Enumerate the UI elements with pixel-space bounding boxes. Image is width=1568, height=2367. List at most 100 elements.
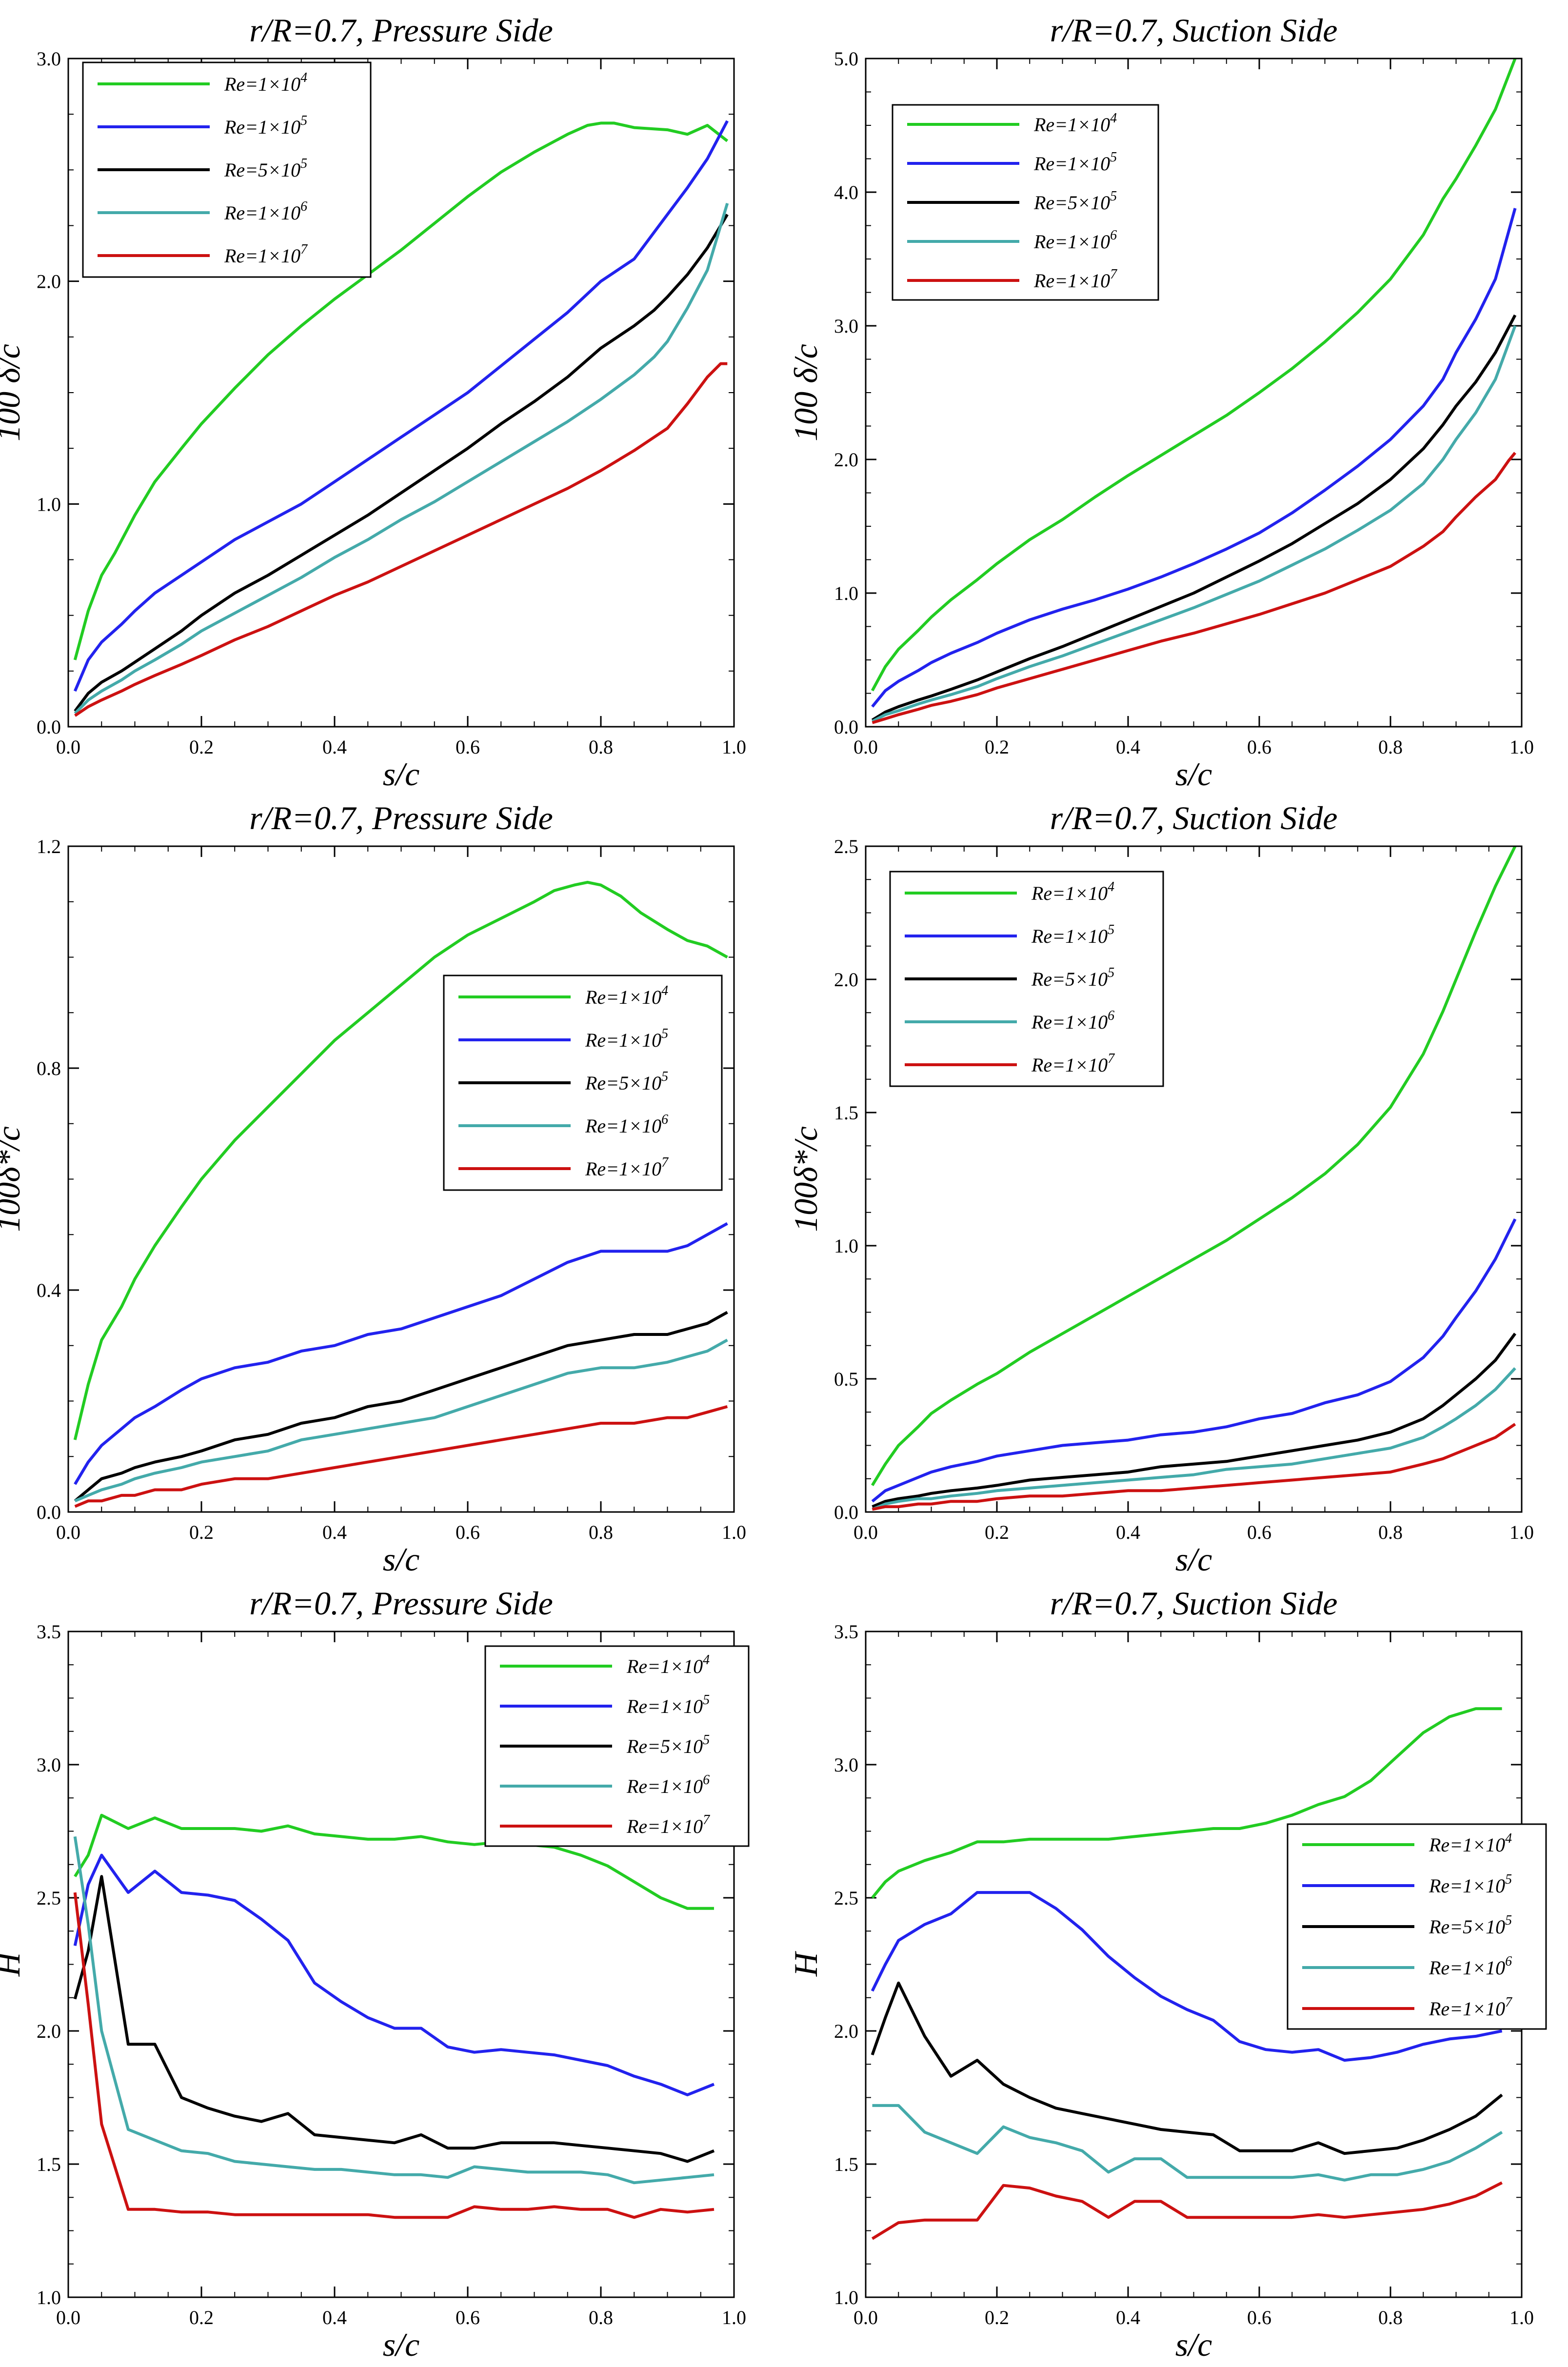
y-tick-label: 0.4: [37, 1279, 61, 1301]
y-tick-label: 0.8: [37, 1057, 61, 1079]
series-line-re-1-105: [871, 1218, 1517, 1503]
x-tick-label: 0.0: [56, 736, 80, 758]
x-axis-label: s/c: [383, 2326, 420, 2363]
y-tick-label: 1.0: [37, 2287, 61, 2308]
legend-label-text: Re=5×10: [626, 1735, 703, 1757]
legend-label-text: Re=1×10: [626, 1695, 703, 1717]
legend-label-text: Re=1×10: [1429, 1875, 1505, 1897]
y-tick-label: 0.0: [834, 1501, 858, 1523]
legend-label: Re=1×104: [224, 70, 307, 95]
series-line-re-1-104: [73, 880, 728, 1440]
y-tick-label: 2.0: [37, 271, 61, 293]
legend-box: [1287, 1823, 1547, 2030]
legend-label-text: Re=1×10: [224, 202, 300, 224]
y-axis-label: 100 δ/c: [0, 344, 27, 441]
legend-label-text: Re=5×10: [585, 1072, 661, 1094]
y-tick-label: 0.0: [37, 716, 61, 738]
legend-label-exponent: 7: [1108, 1051, 1115, 1066]
legend-label: Re=1×106: [585, 1112, 668, 1137]
chart-panel-6: r/R=0.7, Suction Side 0.0 0.2 0.4 0.6 0.8 1.0 1…: [787, 1585, 1547, 2363]
y-tick-label: 0.5: [834, 1368, 858, 1390]
legend-label-text: Re=5×10: [224, 159, 300, 181]
x-tick-label: 0.6: [456, 2307, 480, 2328]
series-line-re-5-105: [871, 1981, 1503, 2155]
y-tick-label: 3.0: [37, 1754, 61, 1776]
legend-label-text: Re=1×10: [1429, 1834, 1505, 1856]
x-tick-label: 0.2: [189, 2307, 214, 2328]
series-line-re-5-105: [74, 1311, 728, 1502]
y-tick-label: 2.5: [834, 1887, 858, 1909]
legend-label-exponent: 5: [661, 1026, 668, 1041]
legend-label-exponent: 7: [1110, 267, 1117, 282]
legend-label-exponent: 4: [1110, 111, 1117, 126]
series-line-re-1-106: [872, 2104, 1503, 2182]
legend-label-exponent: 5: [300, 113, 307, 128]
legend-label: Re=5×105: [585, 1069, 668, 1094]
series-line-re-1-107: [74, 362, 728, 717]
legend-label: Re=5×105: [1031, 965, 1114, 990]
legend-label-text: Re=1×10: [1033, 114, 1110, 136]
x-tick-label: 0.8: [589, 1521, 613, 1543]
legend-label: Re=1×106: [1033, 228, 1117, 253]
y-axis-label: 100δ*/c: [787, 1126, 824, 1232]
chart-panel-1: r/R=0.7, Pressure Side 0.0 0.2 0.4 0.6 0.8 1.0…: [0, 12, 746, 793]
series-line-re-5-105: [74, 214, 729, 712]
legend-label-exponent: 6: [300, 199, 307, 214]
x-tick-label: 1.0: [722, 1521, 746, 1543]
series-line-re-1-107: [871, 2181, 1503, 2240]
y-tick-label: 1.5: [37, 2153, 61, 2175]
legend-label: Re=1×104: [585, 983, 668, 1008]
x-tick-label: 0.8: [1378, 736, 1403, 758]
x-tick-label: 0.4: [322, 736, 347, 758]
legend-label-exponent: 6: [703, 1772, 710, 1788]
x-tick-label: 0.0: [853, 1521, 878, 1543]
y-tick-label: 4.0: [834, 181, 858, 203]
series-line-re-1-105: [73, 120, 729, 692]
legend-label-exponent: 6: [661, 1112, 668, 1127]
chart-title: r/R=0.7, Pressure Side: [249, 799, 553, 836]
series-line-re-1-106: [872, 1367, 1516, 1511]
chart-panel-3: r/R=0.7, Pressure Side 0.0 0.2 0.4 0.6 0.8 1.0…: [0, 799, 746, 1578]
legend-label-text: Re=1×10: [1429, 1998, 1505, 2020]
x-tick-label: 0.6: [456, 736, 480, 758]
legend-label-exponent: 5: [1505, 1913, 1512, 1928]
legend-label-exponent: 4: [300, 70, 307, 85]
legend-label-exponent: 5: [1505, 1872, 1512, 1887]
x-tick-label: 0.8: [1378, 1521, 1403, 1543]
legend-label-exponent: 5: [1110, 189, 1117, 204]
series-line-re-1-104: [73, 121, 729, 660]
x-axis-label: s/c: [1175, 1541, 1212, 1578]
chart-panel-4: r/R=0.7, Suction Side 0.0 0.2 0.4 0.6 0.8 1.0 0…: [787, 799, 1534, 1578]
x-tick-label: 0.2: [189, 736, 214, 758]
legend-label: Re=1×105: [585, 1026, 668, 1051]
x-tick-label: 0.0: [853, 736, 878, 758]
chart-title: r/R=0.7, Pressure Side: [249, 1585, 553, 1622]
x-tick-label: 0.2: [189, 1521, 214, 1543]
legend-label-text: Re=1×10: [224, 116, 300, 138]
y-axis-label: 100δ*/c: [0, 1126, 27, 1232]
series-line-re-1-106: [74, 202, 729, 715]
legend-label-text: Re=1×10: [626, 1775, 703, 1797]
legend-label-exponent: 4: [1108, 879, 1114, 895]
legend-label-exponent: 5: [703, 1732, 710, 1748]
series-line-re-5-105: [73, 1875, 715, 2163]
legend-label: Re=5×105: [1033, 189, 1117, 214]
legend-label-text: Re=5×10: [1033, 192, 1110, 214]
chart-title: r/R=0.7, Suction Side: [1050, 799, 1338, 836]
legend-label-exponent: 5: [300, 156, 307, 171]
legend-label-exponent: 7: [661, 1155, 669, 1170]
x-tick-label: 1.0: [1509, 736, 1534, 758]
chart-panel-2: r/R=0.7, Suction Side 0.0 0.2 0.4 0.6 0.8 1.0 0…: [787, 12, 1534, 793]
chart-title: r/R=0.7, Suction Side: [1050, 12, 1338, 49]
legend-label: Re=1×107: [1031, 1051, 1115, 1076]
legend-label: Re=1×107: [224, 242, 308, 267]
legend-label: Re=1×104: [1429, 1831, 1512, 1856]
x-tick-label: 1.0: [722, 736, 746, 758]
chart-title: r/R=0.7, Suction Side: [1050, 1585, 1338, 1622]
y-tick-label: 1.0: [834, 582, 858, 604]
legend-label-text: Re=1×10: [585, 1158, 661, 1180]
x-tick-label: 0.6: [1247, 1521, 1271, 1543]
y-tick-label: 2.0: [834, 449, 858, 471]
